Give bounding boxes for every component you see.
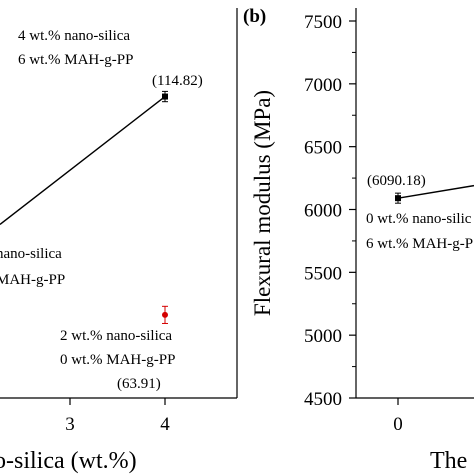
panel-a-data-point [162,93,168,100]
panel-b-annotation-2-line-1: 0 wt.% nano-silic [366,211,472,227]
panel-b-data-point [395,195,401,202]
panel-a-data-point [162,311,168,318]
panel-b-series-line [397,184,474,199]
panel-b-x-axis-label: The [430,448,467,474]
panel-b-x-ticks: 0 [393,398,403,435]
panel-b-series [395,184,474,204]
panel-a-series-line [0,95,166,225]
panel-b-y-ticks: 4500 5000 5500 6000 6500 7000 7500 [304,12,356,410]
panel-a-annotation-value-max: (114.82) [152,73,203,89]
panel-b-label: (b) [243,6,266,27]
panel-a-annotation-3-line-2: MAH-g-PP [0,272,65,288]
panel-b: (b) 4500 5000 5500 6000 6500 7000 7500 0 Flexu… [243,6,474,474]
panel-b-y-tick-label: 7500 [304,12,342,33]
panel-b-y-tick-label: 5500 [304,263,342,284]
panel-a-x-tick-label: 4 [160,414,170,435]
panel-a-x-axis-label: o-silica (wt.%) [0,448,137,474]
panel-b-y-tick-label: 6000 [304,201,342,222]
panel-b-annotation-2-line-2: 6 wt.% MAH-g-P [366,236,473,252]
panel-a-annotation-3-line-1: nano-silica [0,246,62,262]
panel-a-annotation-4-line-2: 0 wt.% MAH-g-PP [60,352,175,368]
panel-a-annotation-4-line-1: 2 wt.% nano-silica [60,328,172,344]
panel-b-annotation-value: (6090.18) [367,173,426,189]
panel-a-annotation-1-line-1: 4 wt.% nano-silica [18,28,130,44]
panel-b-y-tick-label: 7000 [304,75,342,96]
panel-a-series [0,90,168,324]
panel-b-y-tick-label: 4500 [304,389,342,410]
panel-a-annotation-1-line-2: 6 wt.% MAH-g-PP [18,52,133,68]
panel-b-y-tick-label: 6500 [304,138,342,159]
panel-a-x-tick-label: 3 [65,414,75,435]
panel-b-y-tick-label: 5000 [304,326,342,347]
panel-a-annotation-value-min: (63.91) [117,376,161,392]
panel-b-x-tick-label: 0 [393,414,403,435]
panel-b-y-axis-label: Flexural modulus (MPa) [250,90,275,316]
